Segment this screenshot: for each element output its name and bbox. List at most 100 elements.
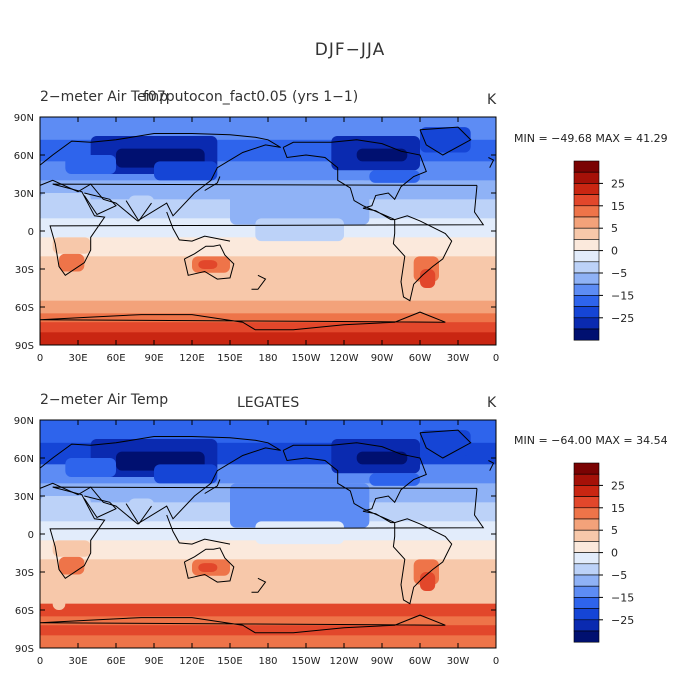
panel1-case-title: f07putocon_fact0.05 (yrs 1−1) [143, 89, 359, 105]
x-tick-label: 150E [217, 656, 242, 667]
colorbar-swatch [573, 205, 600, 218]
x-tick-label: 0 [493, 353, 499, 364]
regional-field [65, 458, 116, 477]
colorbar-swatch [573, 630, 600, 643]
x-tick-label: 60E [106, 656, 125, 667]
x-tick-label: 90E [144, 656, 163, 667]
panel1-units: K [487, 92, 497, 108]
y-tick-label: 0 [28, 227, 34, 238]
regional-field [154, 161, 218, 181]
coastline [488, 157, 495, 168]
x-tick-label: 180 [258, 353, 277, 364]
colorbar-1: 25 15 5 0 −5 −15 −25 [573, 160, 634, 341]
colorbar-label: 5 [611, 524, 618, 537]
panel2-variable-title: 2−meter Air Temp [40, 392, 169, 408]
x-tick-label: 120E [179, 656, 204, 667]
colorbar-swatch [573, 250, 600, 263]
colorbar-swatch [573, 328, 600, 341]
x-tick-label: 60W [409, 656, 432, 667]
zonal-band [40, 603, 496, 617]
x-tick-label: 30W [447, 656, 470, 667]
regional-field [356, 148, 408, 162]
regional-field [40, 193, 91, 212]
colorbar-label: −15 [611, 289, 634, 302]
x-tick-label: 120W [330, 656, 359, 667]
regional-field [420, 127, 471, 153]
colorbar-swatch [573, 194, 600, 207]
x-tick-label: 120W [330, 353, 359, 364]
colorbar-label: 5 [611, 222, 618, 235]
colorbar-swatch [573, 597, 600, 609]
y-tick-label: 60S [15, 606, 34, 617]
colorbar-label: 0 [611, 547, 618, 560]
zonal-band [40, 322, 496, 333]
zonal-band [40, 288, 496, 302]
colorbar-swatch [573, 283, 600, 296]
x-tick-label: 90W [371, 656, 394, 667]
colorbar-swatch [573, 496, 600, 509]
coastline [392, 518, 453, 605]
coastline [419, 126, 472, 156]
colorbar-label: −25 [611, 614, 634, 627]
colorbar-swatch [573, 227, 600, 240]
colorbar-swatch [573, 216, 600, 229]
zonal-band [40, 117, 496, 141]
colorbar-swatch [573, 585, 600, 598]
coastline [183, 244, 235, 280]
colorbar-label: −5 [611, 267, 627, 280]
x-tick-label: 150W [292, 353, 321, 364]
zonal-band [40, 420, 496, 444]
regional-field [198, 563, 218, 572]
x-tick-label: 120E [179, 353, 204, 364]
colorbar-swatch [573, 574, 600, 587]
zonal-band [40, 313, 496, 323]
regional-field [52, 237, 91, 254]
x-tick-label: 90E [144, 353, 163, 364]
regional-field [59, 253, 85, 272]
coastline [251, 577, 267, 593]
coastline [204, 479, 221, 494]
colorbar-2: 25 15 5 0 −5 −15 −25 [573, 462, 634, 643]
coastline [39, 436, 281, 525]
regional-field [230, 180, 370, 225]
regional-field [52, 540, 91, 557]
regional-field [255, 218, 344, 242]
y-tick-label: 0 [28, 530, 34, 541]
colorbar-swatch [573, 183, 600, 195]
regional-field [65, 155, 116, 174]
y-tick-label: 60N [14, 151, 34, 162]
colorbar-label: 15 [611, 502, 625, 515]
colorbar-swatch [573, 563, 600, 576]
x-tick-label: 30W [447, 353, 470, 364]
x-tick-label: 0 [493, 656, 499, 667]
colorbar-label: 25 [611, 177, 625, 190]
regional-field [128, 195, 154, 219]
regional-field [255, 521, 344, 545]
zonal-band [40, 540, 496, 560]
panel2-units: K [487, 395, 497, 411]
coastline [39, 614, 446, 634]
y-tick-label: 30S [15, 265, 34, 276]
y-tick-label: 30N [14, 492, 34, 503]
colorbar-swatch [573, 552, 600, 565]
x-tick-label: 150W [292, 656, 321, 667]
coastline [183, 547, 235, 583]
zonal-band [40, 237, 496, 257]
coastline [49, 183, 485, 276]
coastline [39, 133, 281, 222]
colorbar-swatch [573, 608, 600, 621]
figure-title: DJF−JJA [314, 40, 386, 60]
panel1-min-max: MIN = −49.68 MAX = 41.29 [514, 132, 668, 145]
panel2-case-title: LEGATES [237, 395, 300, 411]
regional-field [356, 451, 408, 465]
y-tick-label: 90S [15, 644, 34, 655]
colorbar-swatch [573, 529, 600, 542]
zonal-band [40, 591, 496, 605]
colorbar-swatch [573, 306, 600, 319]
colorbar-label: 25 [611, 479, 625, 492]
regional-field [369, 473, 420, 486]
coastline [125, 503, 152, 525]
colorbar-swatch [573, 462, 600, 475]
